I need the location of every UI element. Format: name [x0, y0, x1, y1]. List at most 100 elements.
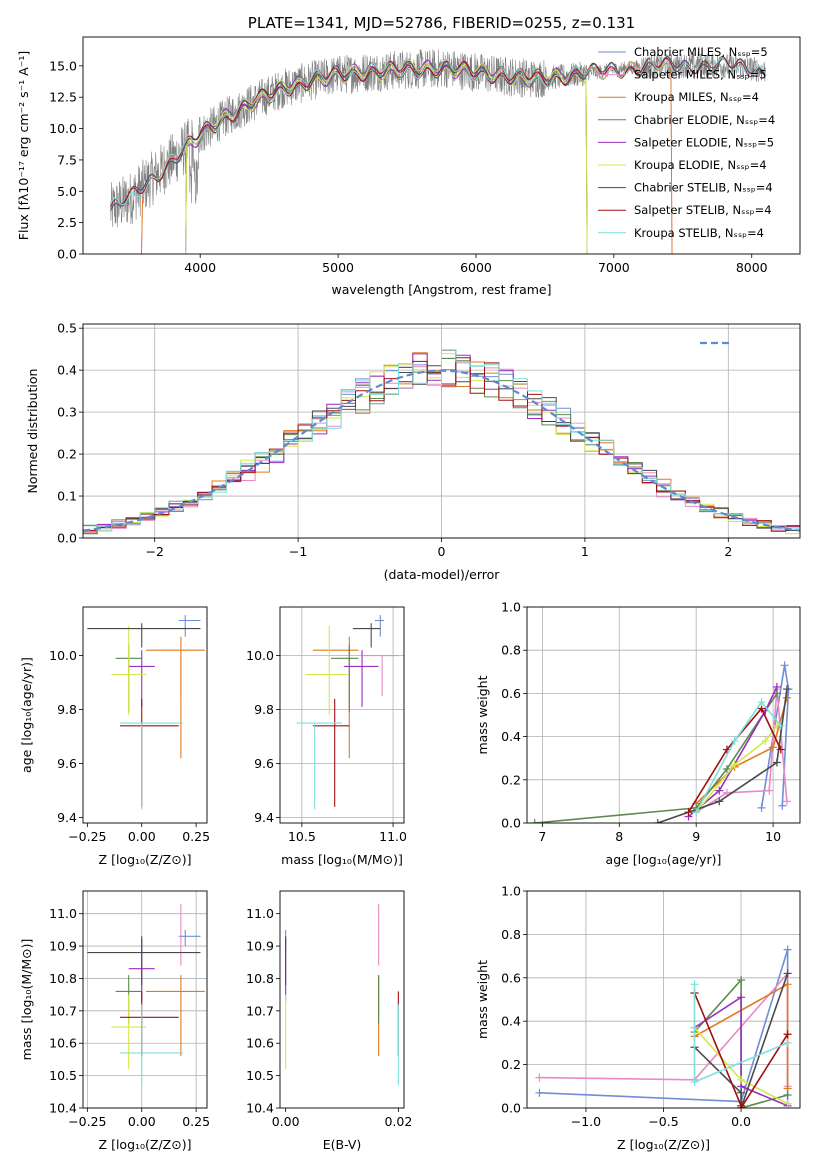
legend-label: Salpeter ELODIE, Nₛₛₚ=5 — [634, 135, 774, 149]
age_vs_weight-ylabel: mass weight — [475, 675, 490, 754]
legend-label: Salpeter STELIB, Nₛₛₚ=4 — [634, 203, 772, 217]
Z_vs_weight-ylabel: mass weight — [475, 960, 490, 1039]
metallicity-weight-marker — [783, 1030, 792, 1039]
spectrum-ylabel: Flux [fλ10⁻¹⁷ erg cm⁻² s⁻¹ A⁻¹] — [16, 51, 31, 240]
metallicity-weight-marker — [737, 975, 746, 984]
mass-weight-marker — [530, 819, 539, 823]
spectrum-ytick-label: 12.5 — [49, 90, 77, 105]
spectrum-xtick-label: 7000 — [598, 260, 630, 275]
spectrum-xlabel: wavelength [Angstrom, rest frame] — [331, 282, 551, 297]
Z_vs_age-frame — [82, 606, 208, 824]
age_vs_weight-xtick-label: 8 — [615, 829, 623, 844]
spectrum-xtick-label: 6000 — [460, 260, 492, 275]
ebv_vs_mass-ytick-label: 10.5 — [246, 1068, 274, 1083]
Z_vs_weight-ytick-label: 0.6 — [501, 970, 521, 985]
Z_vs_age-panel: −0.25 0.00 0.25 9.4 9.6 9.8 10.0 Z [log₁₀(Z/Z⊙)… — [19, 606, 210, 867]
metallicity-weight-line — [694, 995, 788, 1107]
mass-weight-marker — [776, 745, 785, 754]
mass-weight-marker — [782, 693, 791, 702]
Z_vs_mass-ytick-label: 10.4 — [49, 1101, 77, 1116]
mass_vs_age-xlabel: mass [log₁₀(M/M⊙)] — [281, 852, 403, 867]
mass-weight-marker — [715, 786, 724, 795]
Z_vs_age-ytick-label: 9.8 — [57, 702, 77, 717]
mass_vs_age-frame — [279, 606, 405, 824]
ebv_vs_mass-panel: 0.00 0.02 10.4 10.5 10.6 10.7 10.8 10.9 11.0 E(B-… — [246, 890, 412, 1152]
ebv_vs_mass-ytick-label: 11.0 — [246, 906, 274, 921]
mass-weight-line — [695, 697, 788, 805]
metallicity-weight-marker — [690, 1077, 699, 1086]
Z_vs_weight-xlabel: Z [log₁₀(Z/Z⊙)] — [617, 1137, 710, 1152]
age_vs_weight-xlabel: age [log₁₀(age/yr)] — [606, 852, 722, 867]
residuals-xtick-label: 1 — [581, 544, 589, 559]
ebv_vs_mass-xtick-label: 0.00 — [272, 1114, 300, 1129]
legend-label: Chabrier MILES, Nₛₛₚ=5 — [634, 45, 768, 59]
residuals-ytick-label: 0.4 — [57, 363, 77, 378]
residuals-plot-area — [83, 349, 800, 535]
mass-weight-marker — [684, 808, 693, 817]
Z_vs_weight-ytick-label: 1.0 — [501, 884, 521, 899]
mass_vs_age-ytick-label: 9.4 — [254, 810, 274, 825]
age_vs_weight-frame — [526, 606, 801, 824]
ebv_vs_mass-ytick-label: 10.8 — [246, 971, 274, 986]
Z_vs_mass-panel: −0.25 0.00 0.25 10.4 10.5 10.6 10.7 10.8 10.9 11.… — [19, 890, 210, 1152]
age_vs_weight-xtick-label: 9 — [692, 829, 700, 844]
residuals-xlabel: (data-model)/error — [384, 567, 501, 582]
mass_vs_age-ytick-label: 10.0 — [246, 648, 274, 663]
spectrum-title: PLATE=1341, MJD=52786, FIBERID=0255, z=0… — [248, 14, 635, 32]
age_vs_weight-ytick-label: 0.2 — [501, 772, 521, 787]
ebv_vs_mass-ytick-label: 10.9 — [246, 939, 274, 954]
metallicity-weight-marker — [783, 1099, 792, 1108]
mass-weight-marker — [772, 682, 781, 691]
mass_vs_age-ytick-label: 9.6 — [254, 756, 274, 771]
Z_vs_weight-panel: −1.0 −0.5 0.0 0.0 0.2 0.4 0.6 0.8 1.0 Z [log₁₀(Z/… — [475, 884, 801, 1152]
model-spectrum-line — [110, 59, 765, 254]
Z_vs_mass-xtick-label: −0.25 — [68, 1114, 106, 1129]
Z_vs_weight-ytick-label: 0.2 — [501, 1057, 521, 1072]
spectrum-xtick-label: 4000 — [184, 260, 216, 275]
mass_vs_age-plot-area — [296, 615, 399, 810]
residuals-ytick-label: 0.5 — [57, 321, 77, 336]
residuals-xtick-label: 0 — [438, 544, 446, 559]
mass-weight-marker — [782, 797, 791, 806]
Z_vs_age-xlabel: Z [log₁₀(Z/Z⊙)] — [99, 852, 192, 867]
Z_vs_mass-ytick-label: 10.7 — [49, 1003, 77, 1018]
Z_vs_age-ylabel: age [log₁₀(age/yr)] — [19, 657, 34, 773]
age_vs_weight-xtick-label: 10 — [765, 829, 781, 844]
residuals-panel: −2 −1 0 1 2 0.0 0.1 0.2 0.3 0.4 0.5 (data-model)/er… — [25, 321, 801, 582]
Z_vs_mass-frame — [82, 890, 208, 1109]
Z_vs_age-xtick-label: 0.25 — [182, 829, 210, 844]
age_vs_weight-panel: 7 8 9 10 0.0 0.2 0.4 0.6 0.8 1.0 age [log₁₀(age/yr… — [475, 600, 801, 867]
Z_vs_weight-plot-area — [535, 945, 792, 1108]
ebv_vs_mass-ytick-label: 10.7 — [246, 1003, 274, 1018]
metallicity-weight-marker — [783, 980, 792, 989]
ebv_vs_mass-plot-area — [285, 903, 399, 1086]
mass-weight-marker — [730, 736, 739, 745]
mass-weight-marker — [715, 797, 724, 806]
residuals-ytick-label: 0.0 — [57, 531, 77, 546]
mass_vs_age-xtick-label: 10.5 — [288, 829, 316, 844]
Z_vs_mass-ylabel: mass [log₁₀(M/M⊙)] — [19, 939, 34, 1061]
Z_vs_age-xtick-label: 0.00 — [128, 829, 156, 844]
ebv_vs_mass-xtick-label: 0.02 — [384, 1114, 412, 1129]
mass-weight-marker — [757, 803, 766, 812]
normal-distribution-curve — [83, 369, 800, 532]
spectrum-frame — [82, 36, 801, 255]
mass-weight-marker — [730, 760, 739, 769]
metallicity-weight-marker — [737, 1088, 746, 1097]
ebv_vs_mass-xlabel: E(B-V) — [323, 1137, 362, 1152]
residuals-ylabel: Normed distribution — [25, 369, 40, 494]
Z_vs_mass-ytick-label: 10.5 — [49, 1068, 77, 1083]
spectrum-plot-area — [110, 48, 766, 254]
spectrum-xtick-label: 5000 — [322, 260, 354, 275]
Z_vs_mass-ytick-label: 10.6 — [49, 1036, 77, 1051]
mass-weight-marker — [772, 758, 781, 767]
mass-weight-marker — [782, 685, 791, 694]
Z_vs_weight-ytick-label: 0.8 — [501, 927, 521, 942]
mass-weight-line — [695, 725, 778, 813]
Z_vs_age-ytick-label: 9.4 — [57, 810, 77, 825]
observed-spectrum-line — [110, 48, 766, 228]
Z_vs_mass-xtick-label: 0.25 — [182, 1114, 210, 1129]
age_vs_weight-xtick-label: 7 — [538, 829, 546, 844]
Z_vs_weight-ytick-label: 0.4 — [501, 1014, 521, 1029]
ebv_vs_mass-frame — [279, 890, 405, 1109]
